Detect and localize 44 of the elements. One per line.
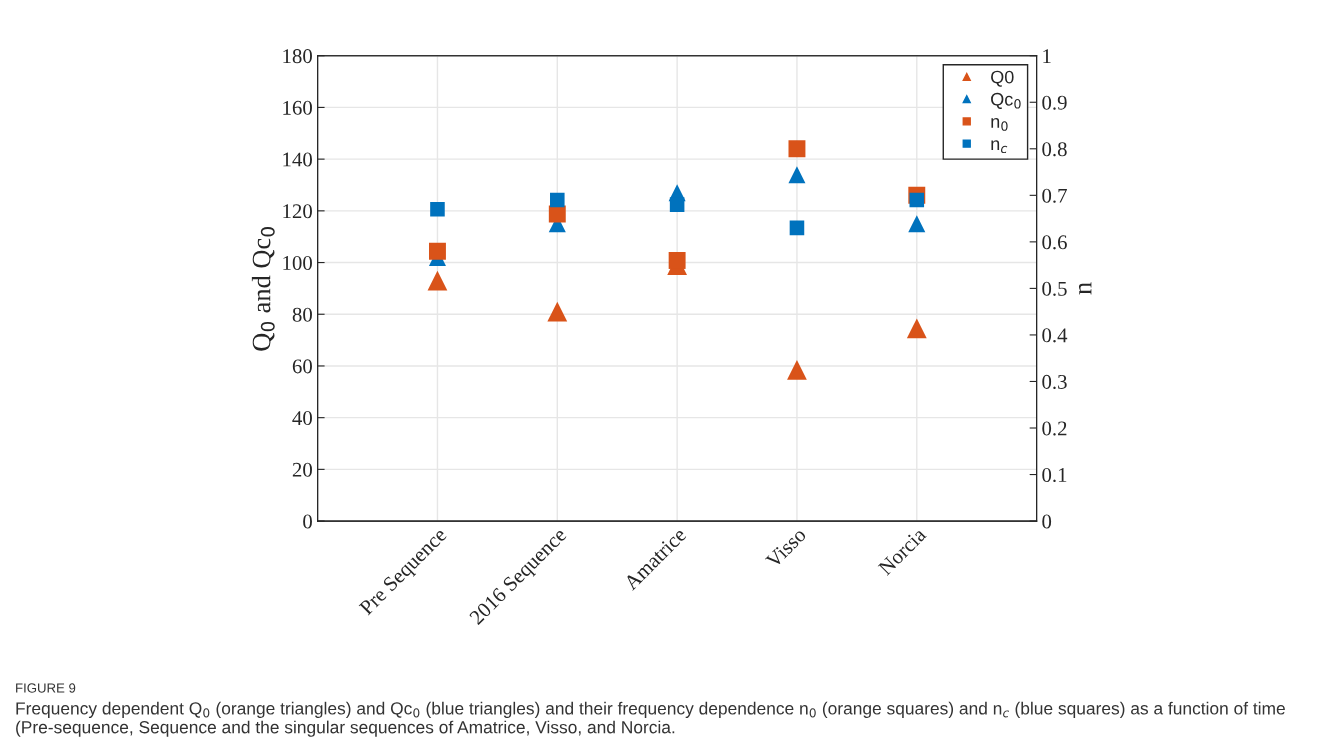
y2-axis-title: n — [1078, 282, 1092, 295]
point — [909, 192, 925, 208]
legend-label: n$_{c}$ — [991, 140, 1008, 154]
y2-tick-label: 0.4 — [1042, 328, 1068, 343]
y-tick-label: 140 — [283, 152, 312, 167]
point — [427, 270, 448, 291]
point — [550, 192, 565, 208]
point — [429, 242, 446, 260]
y2-tick-label: 0.9 — [1042, 95, 1067, 110]
point — [908, 215, 926, 233]
y-tick-label: 0 — [303, 514, 312, 529]
y-tick-label: 20 — [292, 462, 312, 477]
y2-tick-label: 1 — [1043, 49, 1051, 63]
y2-tick-label: 0.5 — [1042, 281, 1067, 296]
y-tick-label: 160 — [283, 100, 312, 115]
y-tick-label: 40 — [292, 411, 312, 426]
legend-label: n$_{0}$ — [991, 118, 1008, 131]
point — [789, 220, 805, 236]
y2-tick-label: 0.1 — [1042, 467, 1067, 483]
y-tick-label: 100 — [283, 255, 312, 270]
x-tick-label: Visso — [764, 526, 807, 569]
y2-tick-label: 0 — [1042, 514, 1052, 529]
legend-label: Q0 — [991, 70, 1014, 87]
caption: FIGURE 9 — [16, 683, 76, 693]
y-tick-label: 60 — [292, 359, 312, 374]
y2-tick-label: 0.7 — [1042, 188, 1067, 203]
y-tick-label: 120 — [283, 204, 312, 219]
point — [669, 197, 685, 212]
point — [787, 359, 807, 380]
y-tick-label: 80 — [292, 307, 312, 322]
point — [788, 140, 806, 158]
y2-tick-label: 0.2 — [1042, 421, 1067, 436]
y2-tick-label: 0.8 — [1042, 142, 1067, 157]
y-tick-label: 180 — [283, 49, 312, 64]
point — [668, 252, 686, 269]
y2-tick-label: 0.3 — [1042, 374, 1067, 389]
point — [547, 301, 568, 322]
point — [430, 202, 445, 217]
point — [906, 318, 927, 339]
point — [788, 166, 806, 184]
text: Frequency dependent Q$_{0}$ (orange triangles) and Qc$_{0}$ (blue triangles) and their frequency dependence n$_{0}$ (orange squares) and n$_{c}$ (blue squares) as a function of time (Pre-sequence, Sequence and the singular sequences of Amatrice, Visso, and Norcia. — [16, 701, 1285, 737]
y-axis-title: Q$_{0}$ and Qc$_{0}$ — [251, 227, 275, 351]
y2-tick-label: 0.6 — [1042, 235, 1067, 250]
legend-label: Qc$_{0}$ — [991, 92, 1021, 109]
